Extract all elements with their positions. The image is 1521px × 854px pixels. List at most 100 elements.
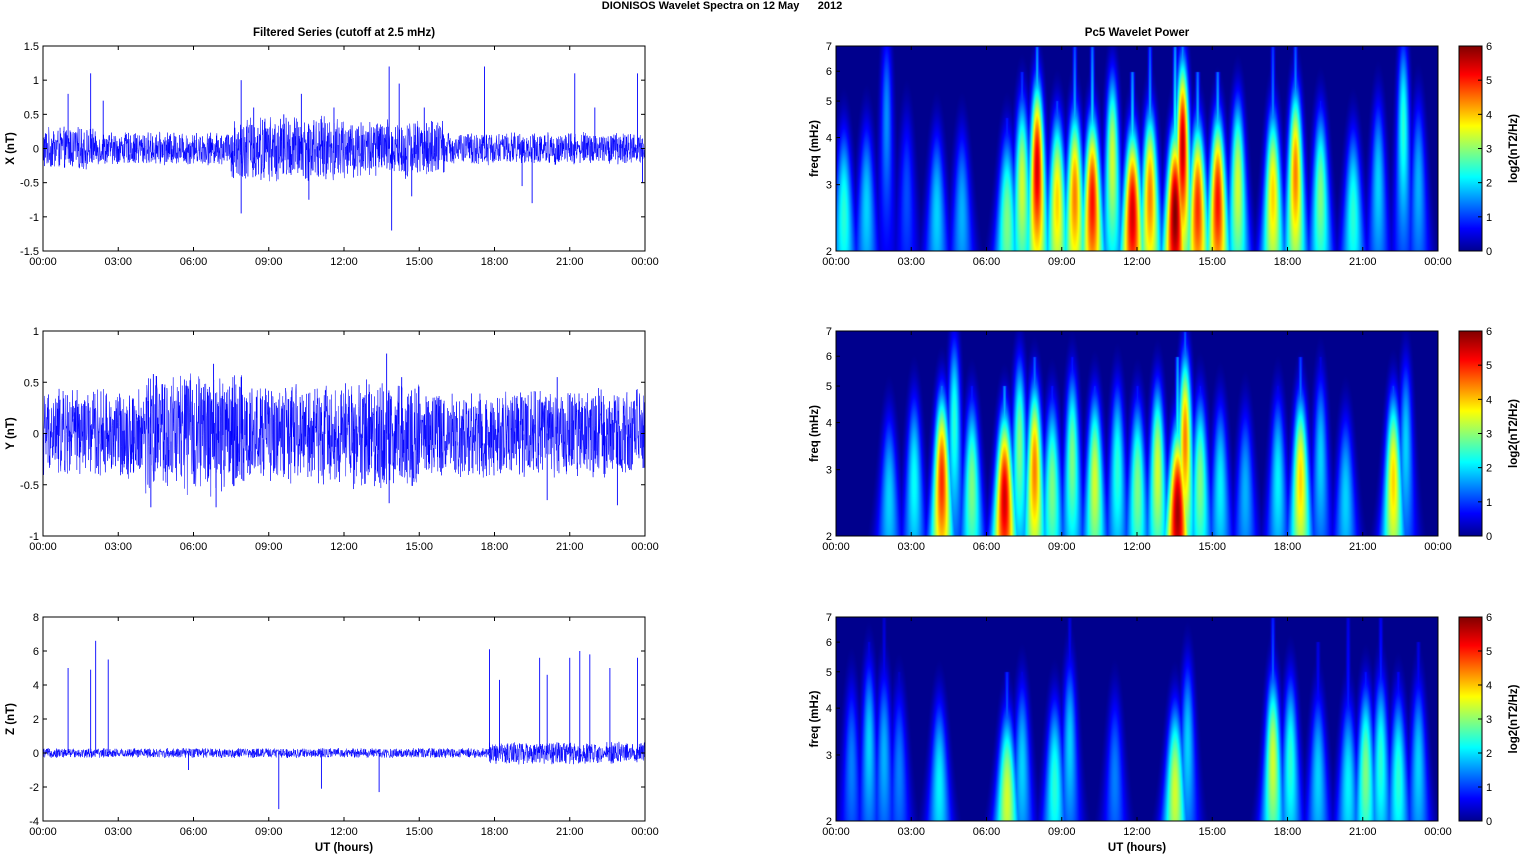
y-tick-label: 0.5 (24, 377, 39, 389)
colorbar-tick-label: 1 (1486, 782, 1492, 794)
x-tick-label: 12:00 (1123, 256, 1151, 268)
colorbar-tick-label: 5 (1486, 75, 1492, 87)
y-tick-label: 2 (33, 714, 39, 726)
y-axis-label: Z (nT) (5, 703, 17, 735)
colorbar-tick-label: 0 (1486, 816, 1492, 828)
colorbar-tick-label: 3 (1486, 714, 1492, 726)
x-tick-label: 21:00 (556, 541, 584, 553)
y-tick-label: 0 (33, 144, 39, 156)
colorbar-tick-label: 5 (1486, 646, 1492, 658)
x-tick-label: 03:00 (104, 541, 132, 553)
x-tick-label: 00:00 (822, 826, 850, 838)
y-tick-label: 5 (826, 96, 832, 108)
timeseries-panel-x: -1.5 -1 -0.5 0 0.5 1 1.5 00:00 03:00 06:00 09:00 12… (5, 41, 659, 268)
x-tick-label: 00:00 (1424, 826, 1452, 838)
x-tick-label: 09:00 (1048, 256, 1076, 268)
x-tick-label: 00:00 (822, 256, 850, 268)
x-tick-label: 21:00 (556, 256, 584, 268)
y-tick-label: 3 (826, 180, 832, 192)
y-tick-label: 6 (826, 351, 832, 363)
x-axis-label: UT (hours) (315, 842, 373, 854)
colorbar-tick-label: 4 (1486, 680, 1492, 692)
y-tick-label: 0.5 (24, 109, 39, 121)
x-tick-label: 00:00 (29, 256, 57, 268)
x-tick-label: 03:00 (897, 256, 925, 268)
x-tick-label: 00:00 (631, 826, 659, 838)
y-tick-label: 8 (33, 612, 39, 624)
x-tick-label: 06:00 (180, 826, 208, 838)
y-tick-label: -4 (29, 816, 39, 828)
y-tick-label: -0.5 (20, 178, 39, 190)
y-tick-label: -2 (29, 782, 39, 794)
colorbar-tick-label: 6 (1486, 612, 1492, 624)
x-tick-label: 21:00 (1349, 826, 1377, 838)
wavelet-power-map (836, 617, 1438, 821)
x-tick-label: 03:00 (104, 256, 132, 268)
y-tick-label: 4 (826, 133, 832, 145)
x-tick-label: 18:00 (481, 256, 509, 268)
colorbar-tick-label: 3 (1486, 144, 1492, 156)
wavelet-power-map (836, 46, 1438, 251)
figure-title: DIONISOS Wavelet Spectra on 12 May 2012 (602, 0, 842, 12)
x-tick-label: 15:00 (405, 541, 433, 553)
y-axis-label: freq (mHz) (809, 405, 821, 462)
y-axis-label: Y (nT) (5, 417, 17, 450)
x-tick-label: 21:00 (1349, 256, 1377, 268)
y-tick-label: 1 (33, 75, 39, 87)
x-tick-label: 21:00 (1349, 541, 1377, 553)
x-tick-label: 15:00 (405, 826, 433, 838)
x-tick-label: 12:00 (1123, 541, 1151, 553)
y-axis-label: freq (mHz) (809, 690, 821, 747)
x-tick-label: 12:00 (330, 256, 358, 268)
colorbar-tick-label: 2 (1486, 463, 1492, 475)
timeseries-panel-z: -4 -2 0 2 4 6 8 00:00 03:00 06:00 09:00 12:00 15:00 1… (5, 612, 659, 854)
x-tick-label: 00:00 (822, 541, 850, 553)
colorbar-tick-label: 2 (1486, 748, 1492, 760)
colorbar-tick-label: 1 (1486, 212, 1492, 224)
x-tick-label: 21:00 (556, 826, 584, 838)
plot-background (43, 617, 645, 821)
y-tick-label: 1 (33, 326, 39, 338)
x-tick-label: 00:00 (29, 541, 57, 553)
y-tick-label: 4 (826, 703, 832, 715)
x-tick-label: 12:00 (330, 826, 358, 838)
y-tick-label: -1 (29, 531, 39, 543)
x-tick-label: 18:00 (1274, 826, 1302, 838)
x-tick-label: 18:00 (481, 826, 509, 838)
x-tick-label: 00:00 (631, 256, 659, 268)
y-tick-label: 2 (826, 246, 832, 258)
wavelet-column-title: Pc5 Wavelet Power (1085, 27, 1190, 39)
colorbar-tick-label: 4 (1486, 109, 1492, 121)
colorbar-tick-label: 6 (1486, 41, 1492, 53)
y-tick-label: 4 (33, 680, 39, 692)
y-tick-label: 5 (826, 667, 832, 679)
colorbar-tick-label: 0 (1486, 246, 1492, 258)
wavelet-power-map (836, 331, 1438, 536)
y-tick-label: 4 (826, 418, 832, 430)
y-tick-label: -0.5 (20, 480, 39, 492)
y-tick-label: 6 (826, 637, 832, 649)
x-tick-label: 03:00 (104, 826, 132, 838)
x-tick-label: 00:00 (1424, 256, 1452, 268)
x-tick-label: 03:00 (897, 826, 925, 838)
x-tick-label: 18:00 (1274, 256, 1302, 268)
y-tick-label: 3 (826, 465, 832, 477)
x-tick-label: 09:00 (255, 541, 283, 553)
colorbar-label: log2(nT2/Hz) (1508, 399, 1520, 468)
series-trace (42, 373, 646, 497)
x-tick-label: 06:00 (973, 826, 1001, 838)
y-tick-label: 3 (826, 750, 832, 762)
wavelet-panel-y: 2 3 4 5 6 7 00:00 03:00 06:00 09:00 12:00 15:00 18:0… (809, 326, 1520, 553)
colorbar-tick-label: 6 (1486, 326, 1492, 338)
series-trace (42, 741, 646, 765)
y-tick-label: 2 (826, 531, 832, 543)
series-column-title: Filtered Series (cutoff at 2.5 mHz) (253, 27, 435, 39)
x-tick-label: 09:00 (1048, 826, 1076, 838)
series-trace (42, 115, 646, 182)
colorbar-tick-label: 5 (1486, 360, 1492, 372)
x-tick-label: 03:00 (897, 541, 925, 553)
y-tick-label: 6 (826, 66, 832, 78)
y-tick-label: 7 (826, 326, 832, 338)
x-tick-label: 15:00 (1198, 256, 1226, 268)
x-tick-label: 09:00 (1048, 541, 1076, 553)
